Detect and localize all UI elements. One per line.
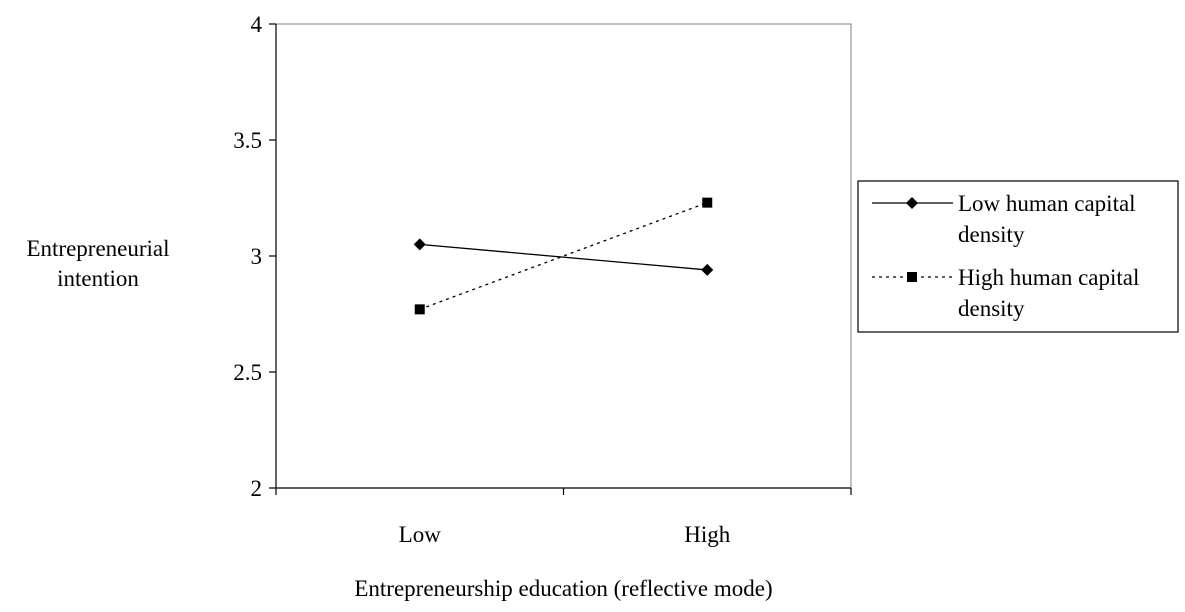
legend-entry: High human capital density [872, 265, 1139, 321]
legend-label: Low human capital density [958, 191, 1136, 247]
y-axis-title: Entrepreneurial intention [26, 236, 169, 291]
series-1 [413, 238, 714, 276]
data-point [413, 238, 426, 251]
y-tick-label: 4 [251, 12, 263, 37]
legend: Low human capital density High human capit… [857, 180, 1179, 333]
labels-layer: 2 2.5 3 3.5 4 Low High Entrepreneurship educati… [26, 12, 772, 601]
legend-entry: Low human capital density [872, 191, 1136, 247]
y-tick-label: 3 [251, 244, 263, 269]
legend-label: High human capital density [958, 265, 1139, 321]
series-line [419, 202, 708, 310]
y-tick-label: 3.5 [233, 128, 262, 153]
x-axis-title: Entrepreneurship education (reflective m… [354, 576, 772, 601]
legend-marker [906, 197, 918, 209]
plot-area-border [275, 23, 852, 489]
x-tick-label: Low [399, 522, 442, 547]
series-2 [414, 197, 713, 315]
x-tick-label: High [684, 522, 731, 547]
data-point [414, 304, 425, 315]
data-point [702, 197, 713, 208]
y-tick-label: 2.5 [233, 360, 262, 385]
axes [269, 23, 852, 495]
series-layer [413, 197, 714, 315]
legend-marker [907, 272, 917, 282]
y-tick-label: 2 [251, 476, 263, 501]
series-line [419, 243, 708, 271]
data-point [701, 263, 714, 276]
